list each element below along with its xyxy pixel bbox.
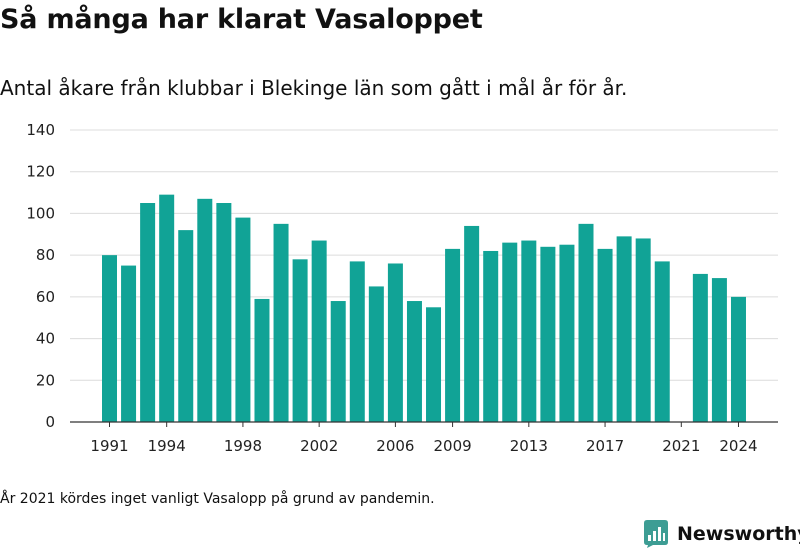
footnote: År 2021 kördes inget vanligt Vasalopp på… [0,491,435,507]
bar [311,240,327,422]
bar [368,286,384,422]
x-tick-label: 2024 [719,437,757,455]
bar [102,255,117,422]
bar [140,203,156,422]
bar [197,198,213,422]
bar [692,273,708,422]
bar [254,298,270,422]
bar [121,265,137,422]
bar [502,242,518,422]
y-tick-label: 20 [36,371,55,389]
x-tick-label: 2013 [510,437,548,455]
bar [711,278,727,422]
bar [426,307,442,422]
bar [654,261,670,422]
y-tick-label: 60 [36,288,55,306]
x-tick-label: 2017 [586,437,624,455]
bar [216,203,232,422]
y-tick-label: 80 [36,246,55,264]
chart-title: Så många har klarat Vasaloppet [0,4,483,35]
brand-name: Newsworthy [677,523,800,545]
bar [387,263,403,422]
bar [464,225,480,422]
bar [559,244,575,422]
x-tick-label: 2021 [662,437,700,455]
bar [483,250,499,422]
bar [730,296,746,422]
bar [330,301,346,422]
bar-chart: 0 20 40 60 80 100 120 140 1991 1994 1998 2002 2006 2… [26,121,778,455]
bars [102,194,746,422]
x-axis: 1991 1994 1998 2002 2006 2009 2013 2017 2021 2024 [70,421,778,455]
newsworthy-logo-icon [644,520,668,548]
x-tick-label: 2002 [300,437,338,455]
x-tick-label: 2009 [433,437,471,455]
bar [406,301,422,422]
x-tick-label: 1991 [90,437,128,455]
y-tick-label: 140 [26,121,55,139]
x-tick-label: 1998 [224,437,262,455]
bar [445,248,461,422]
bar [235,217,251,422]
bar [273,223,289,422]
chart-subtitle: Antal åkare från klubbar i Blekinge län … [0,76,628,100]
x-tick-label: 2006 [376,437,414,455]
bar [616,236,632,422]
bar [635,238,651,422]
newsworthy-brand[interactable]: Newsworthy [644,519,800,549]
bar [597,248,613,422]
bar [540,246,556,422]
bar [178,230,194,422]
y-tick-label: 120 [26,163,55,181]
bar [578,223,594,422]
bar [521,240,537,422]
y-axis: 0 20 40 60 80 100 120 140 [26,121,55,431]
gridlines [70,129,778,381]
y-tick-label: 0 [45,413,55,431]
bar [349,261,365,422]
bar [292,259,308,422]
y-tick-label: 40 [36,330,55,348]
y-tick-label: 100 [26,204,55,222]
x-tick-label: 1994 [148,437,186,455]
bar [159,194,175,422]
